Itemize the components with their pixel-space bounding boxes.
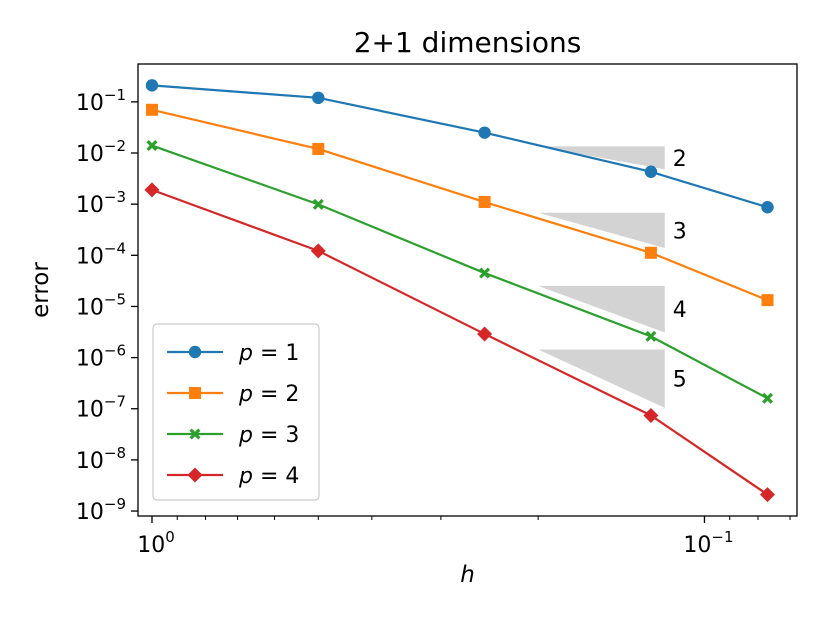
data-point bbox=[761, 294, 774, 307]
data-point bbox=[644, 165, 658, 178]
slope-triangle bbox=[538, 212, 665, 248]
legend-box bbox=[152, 323, 320, 501]
data-point bbox=[146, 140, 158, 152]
y-tick-label: 10−9 bbox=[76, 495, 126, 525]
slope-triangle bbox=[538, 285, 665, 333]
x-axis-label: h bbox=[460, 562, 475, 588]
y-axis-ticks: 10−1 10−2 10−3 10−4 10−5 10−6 10−7 10−8 10−9 bbox=[76, 86, 138, 525]
data-point bbox=[310, 243, 326, 259]
legend-item-p1: p = 1 bbox=[167, 341, 299, 366]
legend-item-p4: p = 4 bbox=[167, 464, 299, 489]
slope-label: 3 bbox=[673, 219, 687, 244]
y-axis-label: error bbox=[28, 262, 54, 318]
slope-label: 2 bbox=[673, 147, 687, 172]
x-tick-label: 10−1 bbox=[683, 528, 733, 558]
series-line bbox=[151, 108, 768, 302]
data-point bbox=[645, 330, 657, 342]
legend-item-p3: p = 3 bbox=[167, 423, 299, 448]
legend-marker bbox=[188, 345, 202, 359]
data-point bbox=[145, 79, 159, 92]
series-p4 bbox=[144, 182, 775, 503]
legend-marker bbox=[189, 387, 201, 399]
slope-triangles: 2 3 4 5 bbox=[538, 146, 687, 408]
data-point bbox=[761, 392, 773, 404]
data-point bbox=[477, 326, 493, 342]
legend-item-p2: p = 2 bbox=[167, 382, 299, 407]
x-tick-label: 100 bbox=[137, 528, 175, 558]
y-tick-label: 10−7 bbox=[76, 393, 126, 423]
data-point bbox=[761, 201, 774, 214]
data-point bbox=[759, 487, 775, 503]
data-point bbox=[312, 198, 324, 210]
y-tick-label: 10−3 bbox=[76, 188, 126, 218]
data-point bbox=[145, 103, 158, 116]
data-point bbox=[479, 267, 491, 279]
legend-label: p = 3 bbox=[238, 423, 299, 448]
slope-label: 5 bbox=[673, 368, 687, 393]
legend-marker bbox=[187, 467, 203, 483]
data-point bbox=[478, 126, 491, 139]
data-point bbox=[644, 246, 657, 259]
legend-marker bbox=[189, 428, 201, 440]
y-tick-label: 10−5 bbox=[76, 290, 126, 320]
series-layer bbox=[144, 79, 775, 503]
y-tick-label: 10−8 bbox=[76, 444, 126, 474]
slope-label: 4 bbox=[673, 298, 687, 323]
slope-triangle bbox=[538, 349, 665, 408]
data-point bbox=[144, 182, 160, 198]
data-point bbox=[312, 91, 325, 105]
y-tick-label: 10−6 bbox=[76, 342, 126, 372]
data-point bbox=[478, 196, 491, 209]
y-tick-label: 10−1 bbox=[76, 86, 126, 116]
plot-frame bbox=[137, 63, 798, 517]
legend-label: p = 4 bbox=[238, 464, 299, 489]
x-axis-ticks: 100 10−1 bbox=[137, 516, 791, 558]
legend-label: p = 2 bbox=[238, 382, 299, 407]
series-p2 bbox=[145, 103, 774, 307]
data-point bbox=[312, 142, 325, 155]
y-tick-label: 10−4 bbox=[76, 239, 126, 269]
series-p3 bbox=[146, 140, 773, 404]
series-p1 bbox=[145, 79, 774, 214]
y-tick-label: 10−2 bbox=[76, 137, 126, 167]
chart-title: 2+1 dimensions bbox=[354, 26, 582, 59]
legend-label: p = 1 bbox=[238, 341, 299, 366]
data-point bbox=[643, 407, 659, 423]
legend: p = 1 p = 2 p = 3 p = 4 bbox=[152, 323, 320, 501]
